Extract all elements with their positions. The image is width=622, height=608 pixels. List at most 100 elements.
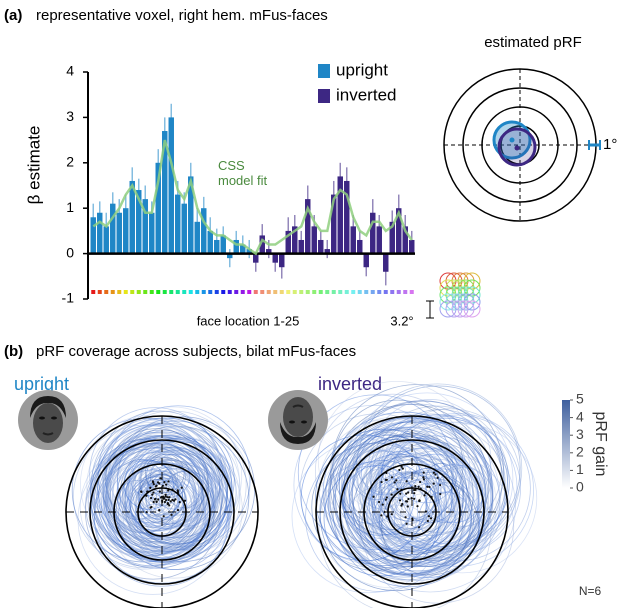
polar-ring bbox=[89, 439, 235, 585]
prf-center bbox=[514, 145, 520, 151]
location-swatch bbox=[344, 290, 349, 294]
fit-label: CSS model fit bbox=[218, 158, 268, 188]
panel-label: (b) bbox=[4, 343, 23, 360]
bar bbox=[136, 190, 142, 254]
coverage-center bbox=[396, 488, 399, 491]
bar bbox=[337, 176, 343, 254]
coverage-prf bbox=[102, 435, 210, 542]
bar bbox=[402, 226, 408, 254]
coverage-center bbox=[413, 488, 416, 492]
location-swatch bbox=[221, 290, 226, 294]
coverage-center bbox=[170, 513, 173, 516]
coverage-prf bbox=[356, 385, 521, 550]
coverage-prf bbox=[97, 417, 233, 553]
coverage-center bbox=[166, 502, 170, 505]
bar bbox=[142, 199, 148, 254]
bar bbox=[116, 212, 122, 254]
location-swatch bbox=[240, 290, 245, 294]
scale-label: 3.2° bbox=[390, 313, 413, 328]
bar bbox=[110, 203, 116, 254]
coverage-center bbox=[398, 468, 401, 472]
coverage-prf bbox=[392, 438, 458, 504]
coverage-center bbox=[166, 496, 169, 499]
coverage-center bbox=[158, 508, 161, 512]
coverage-center bbox=[422, 476, 425, 479]
coverage-center bbox=[405, 500, 408, 503]
face-icon bbox=[18, 390, 78, 450]
coverage-center bbox=[416, 505, 419, 508]
coverage-center bbox=[164, 498, 168, 502]
coverage-prf bbox=[111, 470, 193, 553]
coverage-center bbox=[155, 500, 158, 503]
colorbar-tick-label: 0 bbox=[576, 479, 584, 495]
coverage-center bbox=[149, 486, 152, 489]
plot-title: upright bbox=[14, 374, 69, 394]
coverage-prf bbox=[418, 454, 471, 506]
coverage-center bbox=[152, 481, 155, 484]
bar bbox=[344, 180, 350, 254]
coverage-prf bbox=[360, 450, 407, 496]
location-swatch bbox=[312, 290, 317, 294]
coverage-center bbox=[426, 519, 429, 523]
coverage-center bbox=[174, 498, 177, 501]
location-swatch bbox=[247, 290, 252, 294]
location-swatch bbox=[305, 290, 310, 294]
coverage-center bbox=[390, 513, 393, 516]
coverage-prf bbox=[381, 477, 480, 576]
coverage-center bbox=[163, 481, 166, 484]
hair bbox=[280, 422, 316, 444]
legend-label: upright bbox=[336, 60, 388, 79]
coverage-center bbox=[393, 481, 396, 484]
coverage-center bbox=[422, 478, 426, 481]
coverage-center bbox=[168, 496, 171, 499]
coverage-prf bbox=[80, 415, 218, 553]
coverage-center bbox=[422, 471, 425, 474]
coverage-prf bbox=[124, 459, 217, 552]
location-swatch bbox=[318, 290, 323, 294]
location-swatch bbox=[266, 290, 271, 294]
location-swatch bbox=[201, 290, 206, 294]
bar bbox=[376, 226, 382, 254]
coverage-prf bbox=[132, 457, 200, 525]
coverage-center bbox=[167, 498, 170, 502]
location-swatch bbox=[104, 290, 109, 294]
coverage-prf bbox=[323, 460, 440, 577]
face bbox=[283, 397, 313, 437]
panel-title: representative voxel, right hem. mFus-fa… bbox=[36, 7, 328, 24]
coverage-center bbox=[164, 493, 167, 496]
bar bbox=[129, 180, 135, 254]
location-swatch bbox=[383, 290, 388, 294]
coverage-center bbox=[427, 515, 431, 518]
coverage-center bbox=[152, 491, 155, 494]
coverage-center bbox=[404, 516, 407, 519]
location-swatch bbox=[143, 290, 148, 294]
coverage-center bbox=[152, 483, 155, 486]
coverage-center bbox=[158, 490, 161, 493]
coverage-center bbox=[426, 485, 429, 488]
coverage-center bbox=[162, 515, 165, 518]
coverage-center bbox=[167, 489, 170, 492]
coverage-center bbox=[401, 467, 404, 470]
polar-ring bbox=[339, 439, 485, 585]
location-swatch bbox=[377, 290, 382, 294]
bar bbox=[168, 117, 174, 254]
coverage-prf bbox=[361, 450, 515, 604]
location-swatch bbox=[403, 290, 408, 294]
coverage-center bbox=[423, 494, 426, 497]
coverage-center bbox=[407, 491, 410, 494]
colorbar-tick-label: 2 bbox=[576, 444, 584, 460]
bar bbox=[162, 131, 168, 254]
location-icon bbox=[457, 300, 475, 318]
bar bbox=[97, 212, 103, 254]
bar bbox=[194, 221, 200, 254]
coverage-center bbox=[390, 493, 393, 496]
location-swatch bbox=[182, 290, 187, 294]
location-swatch bbox=[279, 290, 284, 294]
coverage-center bbox=[169, 500, 172, 503]
eye bbox=[39, 416, 45, 420]
bar bbox=[155, 162, 161, 254]
coverage-prf bbox=[347, 486, 410, 549]
location-swatch bbox=[214, 290, 219, 294]
location-swatch bbox=[370, 290, 375, 294]
location-swatch bbox=[351, 290, 356, 294]
